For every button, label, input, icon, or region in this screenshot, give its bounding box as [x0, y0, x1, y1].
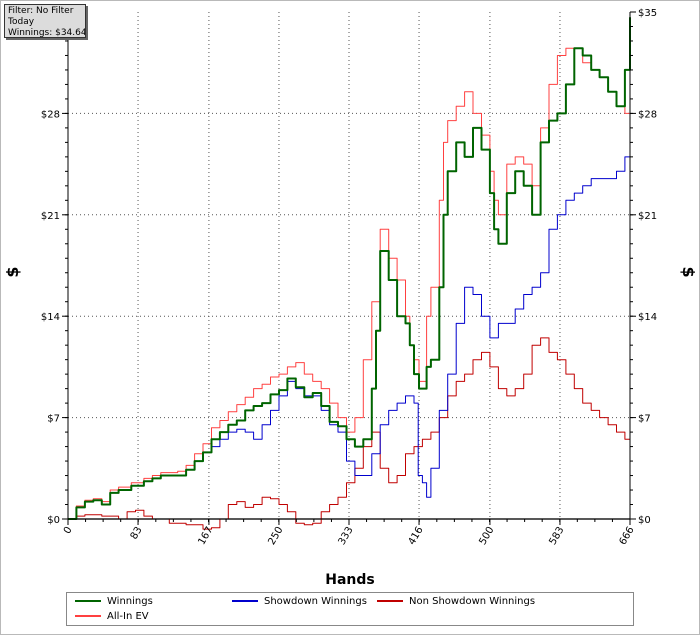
- x-tick-label: 583: [547, 525, 566, 547]
- y-tick-label-left: $21: [41, 211, 60, 222]
- y-tick-label-right: $14: [638, 312, 657, 323]
- legend-item-all-in-ev: All-In EV: [75, 610, 149, 624]
- info-filter-line: Filter: No Filter: [8, 6, 74, 16]
- legend-swatch-all-in-ev: [75, 615, 101, 617]
- grid-layer: [68, 12, 630, 519]
- series-line-showdown-winnings: [68, 142, 631, 520]
- y-tick-label-right: $28: [638, 109, 657, 120]
- y-tick-label-right: $0: [638, 515, 651, 526]
- x-tick-label: 250: [266, 525, 285, 547]
- series-layer: [68, 17, 631, 530]
- series-line-winnings: [68, 17, 631, 520]
- x-tick-label: 167: [196, 525, 215, 547]
- x-tick-label: 0: [62, 525, 75, 536]
- legend-label-non-showdown-winnings: Non Showdown Winnings: [409, 596, 536, 607]
- info-date-line: Today: [8, 17, 35, 27]
- legend-label-all-in-ev: All-In EV: [107, 611, 149, 622]
- y-axis-title-left: $: [3, 266, 22, 277]
- x-tick-label: 666: [618, 525, 637, 547]
- legend-swatch-winnings: [75, 600, 101, 602]
- legend-label-showdown-winnings: Showdown Winnings: [264, 596, 367, 607]
- y-tick-label-right: $21: [638, 211, 657, 222]
- y-tick-label-left: $7: [47, 414, 60, 425]
- legend-swatch-showdown-winnings: [232, 600, 258, 602]
- x-axis-title: Hands: [325, 572, 375, 588]
- info-winnings-line: Winnings: $34.64: [8, 28, 86, 38]
- legend-label-winnings: Winnings: [107, 596, 153, 607]
- x-tick-label: 333: [337, 525, 356, 547]
- y-tick-label-left: $0: [47, 515, 60, 526]
- axis-layer: [62, 11, 636, 525]
- series-line-all-in-ev: [68, 47, 631, 520]
- legend-item-showdown-winnings: Showdown Winnings: [232, 595, 367, 609]
- y-tick-label-right: $35: [638, 8, 657, 19]
- y-axis-title-right: $: [679, 266, 698, 277]
- legend-swatch-non-showdown-winnings: [377, 600, 403, 602]
- x-tick-label: 416: [407, 525, 426, 547]
- legend-item-non-showdown-winnings: Non Showdown Winnings: [377, 595, 535, 609]
- legend-item-winnings: Winnings: [75, 595, 153, 609]
- chart-legend: Winnings Showdown Winnings Non Showdown …: [66, 592, 634, 626]
- y-tick-label-left: $14: [41, 312, 60, 323]
- filter-info-box: Filter: No Filter Today Winnings: $34.64: [4, 4, 86, 38]
- y-tick-label-left: $28: [41, 109, 60, 120]
- x-tick-label: 83: [129, 525, 145, 542]
- y-tick-label-right: $7: [638, 414, 651, 425]
- x-tick-label: 500: [477, 525, 496, 547]
